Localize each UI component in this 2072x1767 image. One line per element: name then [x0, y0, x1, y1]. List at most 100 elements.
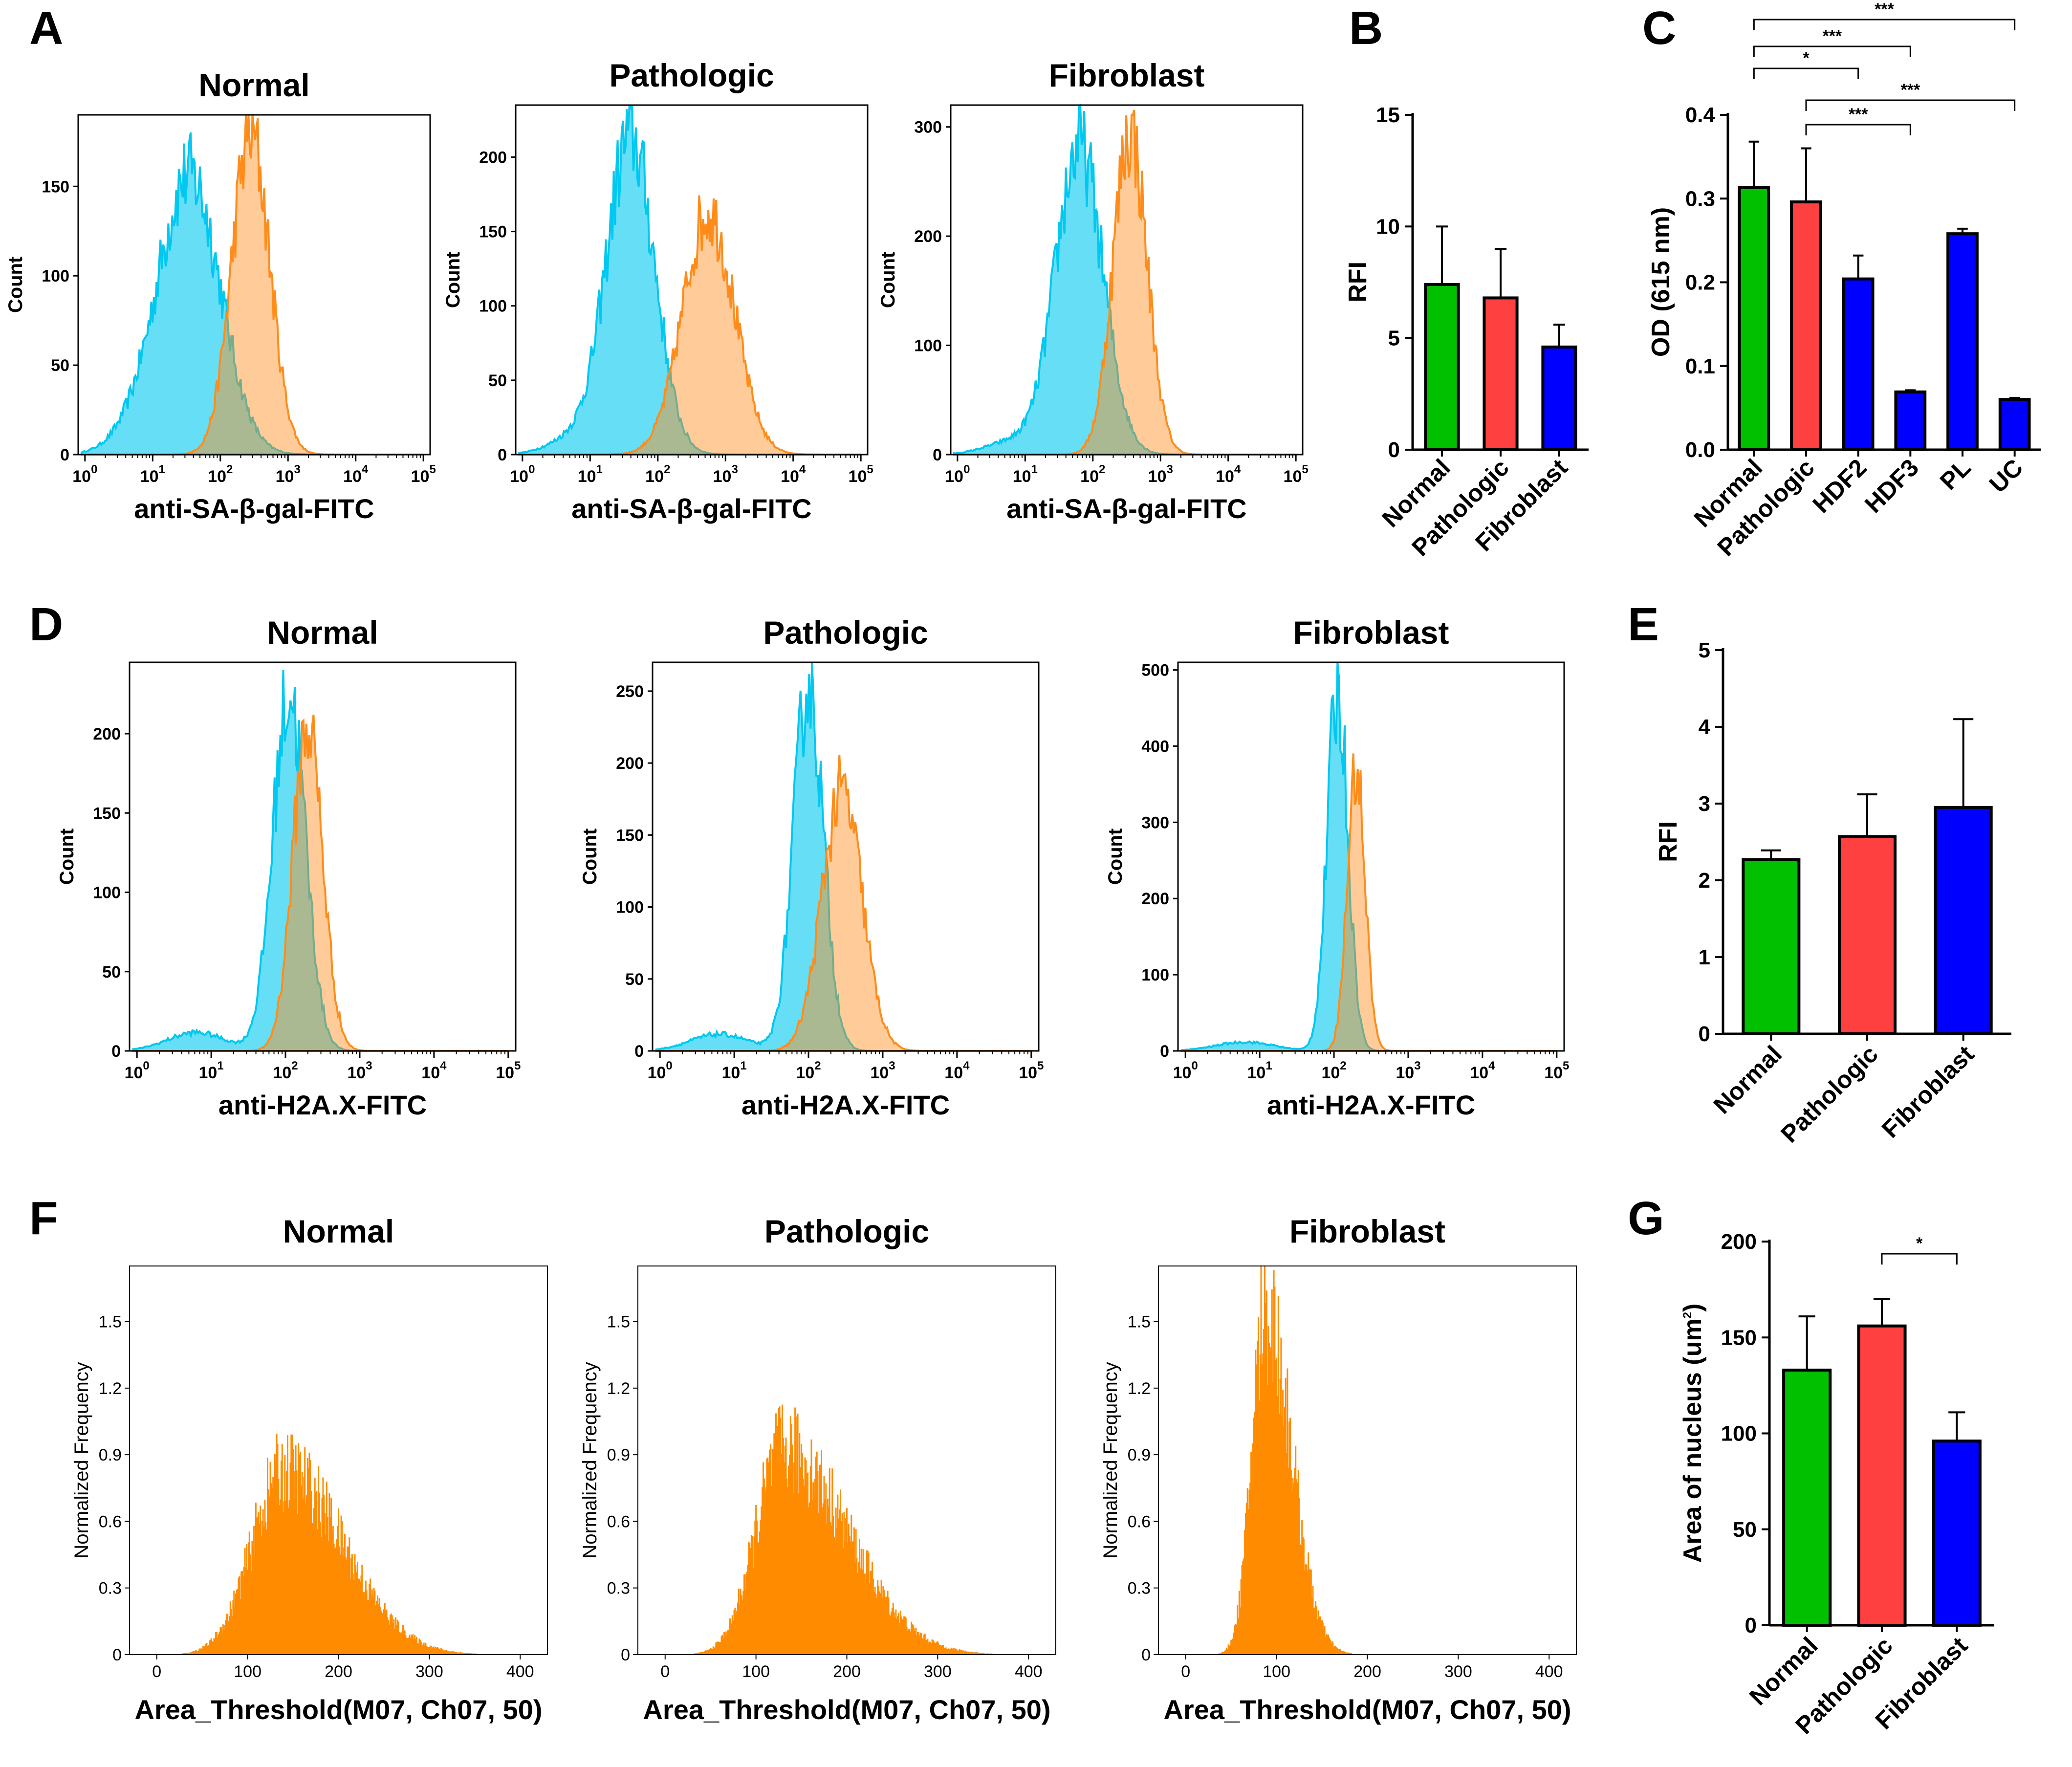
y-tick-label: 150	[93, 804, 121, 823]
chart-f-pathologic: 0 0.3 0.6 0.9 1.2 1.5 0 100 200 300 400 Pathologic A…	[579, 1213, 1056, 1725]
x-tick-label: 200	[833, 1662, 861, 1681]
y-tick-label: 50	[488, 371, 507, 390]
chart-f-normal: 0 0.3 0.6 0.9 1.2 1.5 0 100 200 300 400 Normal Area_…	[71, 1213, 548, 1725]
x-tick-label: 100	[234, 1662, 262, 1681]
y-tick-label: 2	[1699, 869, 1710, 893]
x-tick-label: 103	[1148, 463, 1173, 486]
significance-label: ***	[1849, 105, 1868, 124]
y-tick-label: 15	[1376, 103, 1400, 127]
x-tick-label: 105	[1284, 463, 1309, 486]
plot-title: Normal	[267, 614, 378, 651]
bar-pathologic	[1837, 835, 1897, 1035]
y-tick-label: 0	[1141, 1646, 1151, 1664]
x-tick-label: 100	[742, 1662, 770, 1681]
x-tick-label: 104	[421, 1059, 447, 1082]
x-tick-label: 100	[510, 463, 535, 486]
chart-a-pathologic: 0 50 100 150 200 100 101 102 103 104 105 Pathologic…	[442, 57, 873, 524]
y-tick-label: 150	[616, 826, 644, 845]
x-tick-label: 200	[325, 1662, 352, 1681]
y-axis-label: Count	[877, 252, 899, 308]
x-tick-label: 101	[199, 1059, 224, 1082]
x-tick-label: 104	[343, 463, 369, 486]
x-tick-label: 0	[152, 1662, 161, 1681]
x-axis-label: anti-SA-β-gal-FITC	[571, 493, 811, 524]
x-tick-label: 105	[496, 1059, 521, 1082]
plot-frame	[950, 104, 1304, 456]
significance-bracket	[1753, 19, 2016, 30]
significance-label: *	[1916, 1234, 1923, 1253]
y-tick-label: 0.6	[1128, 1512, 1151, 1531]
y-tick-label: 50	[102, 963, 121, 982]
y-tick-label: 400	[1141, 737, 1169, 756]
y-tick-label: 0.3	[1685, 187, 1715, 211]
y-tick-label: 500	[1141, 661, 1169, 680]
y-tick-label: 0.9	[1128, 1446, 1151, 1464]
y-tick-label: 0.9	[607, 1446, 630, 1464]
x-axis-label: anti-SA-β-gal-FITC	[1006, 493, 1246, 524]
y-tick-label: 100	[1721, 1422, 1757, 1446]
x-tick-label: 100	[1263, 1662, 1290, 1681]
x-tick-label: 102	[796, 1059, 821, 1082]
x-tick-label: 102	[273, 1059, 298, 1082]
x-tick-label: 100	[72, 463, 97, 486]
y-axis-label: Normalized Frequency	[579, 1362, 601, 1558]
chart-f-fibroblast: 0 0.3 0.6 0.9 1.2 1.5 0 100 200 300 400 Fibroblast A…	[1100, 1213, 1577, 1725]
bar-pathologic	[1857, 1324, 1907, 1627]
plot-title: Fibroblast	[1289, 1213, 1445, 1249]
y-tick-label: 100	[914, 337, 942, 355]
significance-bracket	[1805, 124, 1911, 135]
y-tick-label: 0.6	[607, 1512, 630, 1531]
chart-a-normal: 0 50 100 150 100 101 102 103 104 105 Normal anti-SA…	[5, 67, 436, 524]
significance-bracket	[1881, 1253, 1958, 1265]
x-axis-label: anti-H2A.X-FITC	[1267, 1090, 1475, 1120]
x-tick-label: 200	[1353, 1662, 1381, 1681]
x-tick-label: 100	[125, 1059, 150, 1082]
y-tick-label: 100	[42, 267, 69, 285]
panel-letter-d: D	[29, 598, 63, 651]
y-tick-label: 100	[479, 297, 507, 316]
y-axis-label-sup: 2	[1681, 1312, 1694, 1318]
y-tick-label: 200	[616, 754, 644, 773]
x-axis-label: Area_Threshold(M07, Ch07, 50)	[643, 1694, 1050, 1725]
bar-fibroblast	[1932, 1440, 1982, 1627]
y-tick-label: 150	[1721, 1326, 1757, 1350]
y-tick-label: 0	[634, 1042, 644, 1061]
panel-letter-e: E	[1628, 598, 1659, 651]
bar-normal	[1738, 186, 1770, 451]
x-tick-label: 105	[411, 463, 436, 486]
x-tick-label: 102	[1321, 1059, 1346, 1082]
x-tick-label: 101	[722, 1059, 747, 1082]
y-tick-label: 0	[1388, 438, 1400, 462]
x-tick-label: 300	[415, 1662, 443, 1681]
significance-bracket	[1753, 67, 1859, 79]
x-tick-label: 100	[1173, 1059, 1198, 1082]
x-axis-label: anti-H2A.X-FITC	[218, 1090, 427, 1120]
x-tick-label: 102	[645, 463, 670, 486]
y-tick-label: 0.4	[1685, 103, 1716, 127]
bar-normal	[1782, 1368, 1832, 1627]
y-tick-label: 0	[1160, 1042, 1169, 1061]
x-tick-label: 400	[506, 1662, 534, 1681]
y-tick-label: 100	[616, 898, 644, 917]
y-tick-label: 0.3	[607, 1579, 630, 1598]
plot-frame	[515, 104, 869, 456]
chart-d-pathologic: 0 50 100 150 200 250 100 101 102 103 104 105 Patholo…	[579, 614, 1044, 1120]
x-tick-label: 0	[660, 1662, 670, 1681]
plot-title: Pathologic	[609, 57, 774, 93]
significance-label: ***	[1875, 0, 1894, 19]
frequency-bars	[1219, 1266, 1354, 1655]
bar-normal	[1742, 858, 1801, 1035]
y-tick-label: 1.2	[607, 1379, 630, 1398]
x-tick-label: 300	[1444, 1662, 1472, 1681]
x-tick-label: 103	[276, 463, 301, 486]
y-tick-label: 3	[1699, 792, 1710, 816]
y-tick-label: 1.5	[1128, 1313, 1151, 1331]
panel-letter-f: F	[29, 1192, 58, 1244]
y-axis-label-close: )	[1679, 1304, 1707, 1312]
y-tick-label: 0	[498, 446, 507, 464]
y-tick-label: 200	[1721, 1230, 1757, 1254]
y-tick-label: 1.5	[99, 1313, 122, 1331]
y-tick-label: 0.9	[99, 1446, 122, 1464]
y-tick-label: 50	[1733, 1518, 1757, 1542]
